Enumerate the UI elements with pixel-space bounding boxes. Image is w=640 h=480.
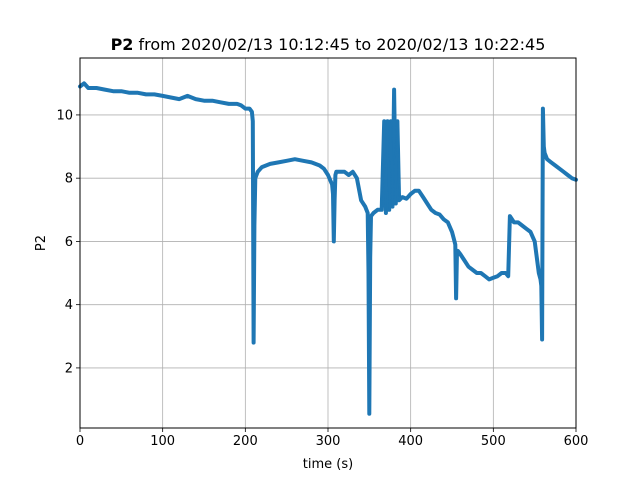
series-line-core	[79, 82, 577, 415]
x-tick-label: 600	[564, 434, 589, 449]
x-tick-label: 200	[233, 434, 258, 449]
y-tick-label: 10	[56, 108, 73, 123]
plot-layer	[78, 81, 578, 416]
chart-title-rest: from 2020/02/13 10:12:45 to 2020/02/13 1…	[133, 35, 545, 54]
y-tick-label: 2	[65, 361, 73, 376]
y-tick-label: 4	[65, 298, 73, 313]
x-tick-label: 400	[398, 434, 423, 449]
x-tick-label: 100	[150, 434, 175, 449]
y-tick-label: 6	[65, 235, 73, 250]
chart-title-bold: P2	[111, 35, 134, 54]
y-axis-label: P2	[34, 235, 49, 251]
x-tick-label: 300	[316, 434, 341, 449]
x-axis-label: time (s)	[303, 457, 353, 472]
y-tick-label: 8	[65, 172, 73, 187]
x-tick-label: 500	[481, 434, 506, 449]
tick-layer: 0 100 200 300 400 500 600 2 4 6 8 10	[56, 108, 588, 449]
x-tick-label: 0	[76, 434, 84, 449]
chart-title: P2 from 2020/02/13 10:12:45 to 2020/02/1…	[111, 35, 546, 54]
